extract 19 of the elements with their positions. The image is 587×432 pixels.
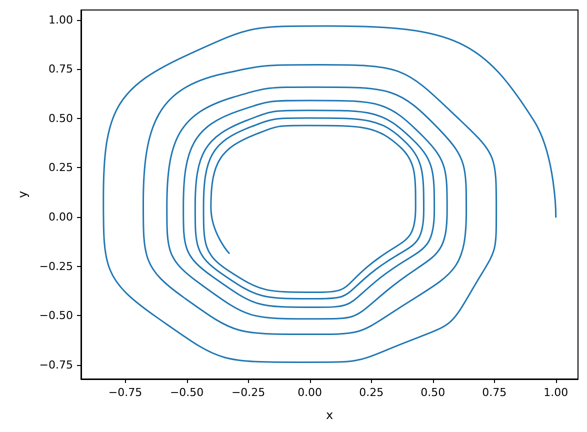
x-tick-label: 1.00 — [544, 386, 568, 399]
y-tick-label: 0.50 — [48, 112, 73, 125]
y-tick-label: 0.00 — [48, 210, 73, 224]
y-tick-label: 1.00 — [48, 13, 73, 26]
line-series — [102, 25, 557, 363]
y-tick-label: 0.75 — [48, 62, 73, 76]
y-tick-label: −0.25 — [39, 260, 73, 273]
y-tick-label: −0.75 — [39, 358, 73, 372]
x-tick-label: 0.00 — [298, 386, 322, 399]
x-tick-label: 0.75 — [482, 386, 507, 399]
x-tick-label: 0.50 — [420, 386, 446, 399]
x-axis-title: x — [326, 408, 334, 422]
y-tick-label: −0.50 — [39, 309, 73, 322]
x-tick-label: −0.50 — [170, 386, 204, 399]
y-tick-label: 0.25 — [48, 161, 73, 174]
x-tick-label: 0.25 — [359, 386, 384, 399]
x-tick-label: −0.25 — [231, 386, 266, 399]
y-axis-title: y — [15, 190, 30, 198]
x-tick-label: −0.75 — [108, 386, 142, 399]
